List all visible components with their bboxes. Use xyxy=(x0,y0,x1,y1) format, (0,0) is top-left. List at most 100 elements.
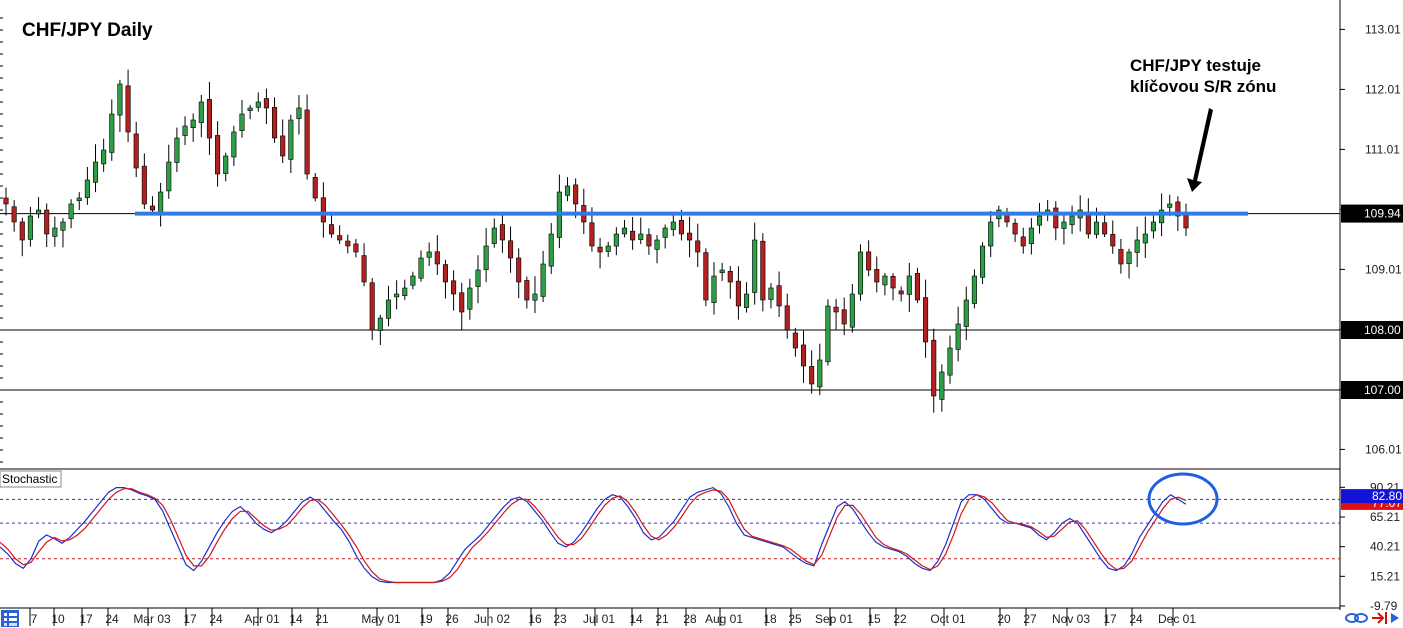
candle-down xyxy=(597,246,603,253)
candle-up xyxy=(410,275,416,286)
price-tag-box xyxy=(1341,321,1403,339)
x-tick-label: May 01 xyxy=(361,612,401,626)
candle-down xyxy=(914,273,920,301)
candle-down xyxy=(459,292,465,313)
candle-up xyxy=(418,257,424,279)
stochastic-tick-label: -9.79 xyxy=(1370,599,1398,613)
candle-down xyxy=(841,309,847,325)
candle-up xyxy=(166,161,172,192)
candle-up xyxy=(817,359,823,388)
annotation-line-1: CHF/JPY testuje xyxy=(1130,56,1261,75)
candle-down xyxy=(1110,234,1116,247)
candle-up xyxy=(744,293,750,308)
candle-up xyxy=(402,287,408,296)
candle-up xyxy=(613,233,619,247)
candle-up xyxy=(1159,209,1165,224)
candle-up xyxy=(1093,221,1100,235)
candle-up xyxy=(296,107,302,119)
candle-down xyxy=(1012,222,1018,235)
candle-down xyxy=(833,306,839,313)
candle-up xyxy=(857,251,864,295)
candle-down xyxy=(280,135,286,157)
candle-up xyxy=(654,239,660,250)
candle-up xyxy=(662,227,668,238)
candle-up xyxy=(158,191,164,214)
x-tick-label: 21 xyxy=(655,612,669,626)
candle-down xyxy=(874,269,880,283)
link-icon[interactable] xyxy=(1345,613,1368,623)
candle-down xyxy=(687,232,693,241)
candle-down xyxy=(695,240,701,253)
stochastic-panel: Stochastic xyxy=(0,470,1340,584)
chart-title: CHF/JPY Daily xyxy=(22,20,153,41)
candle-down xyxy=(573,184,579,205)
candle-down xyxy=(866,251,872,271)
x-tick-label: 14 xyxy=(629,612,643,626)
candle-down xyxy=(149,205,156,211)
scroll-end-icon[interactable] xyxy=(1372,612,1387,624)
candle-up xyxy=(84,179,90,198)
candle-up xyxy=(947,347,953,376)
indicator-label-box xyxy=(0,470,62,488)
candle-down xyxy=(931,339,937,397)
x-tick-label: 22 xyxy=(893,612,907,626)
candle-down xyxy=(589,222,595,247)
candle-up xyxy=(1142,233,1148,244)
candle-up xyxy=(1036,215,1043,226)
candle-up xyxy=(638,233,644,240)
candle-up xyxy=(190,119,196,128)
price-tag-box xyxy=(1341,381,1403,399)
x-tick-label: 24 xyxy=(1129,612,1143,626)
candle-down xyxy=(516,257,522,283)
candle-up xyxy=(906,275,912,295)
candle-down xyxy=(776,285,782,307)
candle-down xyxy=(630,230,636,241)
candle-down xyxy=(206,99,212,139)
candle-up xyxy=(548,233,554,267)
candle-up xyxy=(532,293,538,301)
x-tick-label: 19 xyxy=(419,612,433,626)
candle-up xyxy=(988,221,994,247)
candle-down xyxy=(800,344,807,367)
price-tags: 109.94 108.00 107.00 xyxy=(1341,204,1403,399)
candle-up xyxy=(540,263,546,297)
zoom-icon[interactable] xyxy=(1391,613,1399,623)
candle-up xyxy=(255,101,261,108)
annotation-line-2: klíčovou S/R zónu xyxy=(1130,77,1276,96)
price-tick-label: 112.01 xyxy=(1365,82,1401,96)
candle-down xyxy=(304,109,310,175)
candle-down xyxy=(1175,201,1181,217)
candle-down xyxy=(784,305,790,331)
x-tick-label: 17 xyxy=(183,612,197,626)
price-tick-label: 113.01 xyxy=(1365,22,1401,36)
candle-up xyxy=(752,239,758,293)
candle-up xyxy=(247,107,253,112)
candle-down xyxy=(133,133,139,169)
candle-up xyxy=(768,287,774,300)
candle-down xyxy=(703,252,709,301)
candle-up xyxy=(719,269,725,273)
x-tick-label: Apr 01 xyxy=(244,612,280,626)
x-tick-label: 14 xyxy=(289,612,303,626)
candle-up xyxy=(711,275,717,303)
candle-up xyxy=(182,125,188,136)
candle-down xyxy=(792,332,798,349)
x-tick-label: 10 xyxy=(51,612,65,626)
candle-down xyxy=(508,240,514,259)
candle-down xyxy=(434,251,440,265)
candle-up xyxy=(377,317,383,331)
candle-up xyxy=(174,137,180,163)
candle-up xyxy=(955,323,961,350)
candle-up xyxy=(564,185,571,196)
candle-down xyxy=(19,221,25,241)
stochastic-d-line xyxy=(0,488,1187,584)
candle-down xyxy=(353,243,359,253)
stochastic-tick-label: 40.21 xyxy=(1370,540,1400,554)
candle-up xyxy=(223,155,229,174)
candle-up xyxy=(475,269,481,287)
menu-icon[interactable] xyxy=(1,610,19,627)
x-tick-label: 24 xyxy=(105,612,119,626)
candle-up xyxy=(849,293,855,328)
candle-down xyxy=(923,297,929,343)
